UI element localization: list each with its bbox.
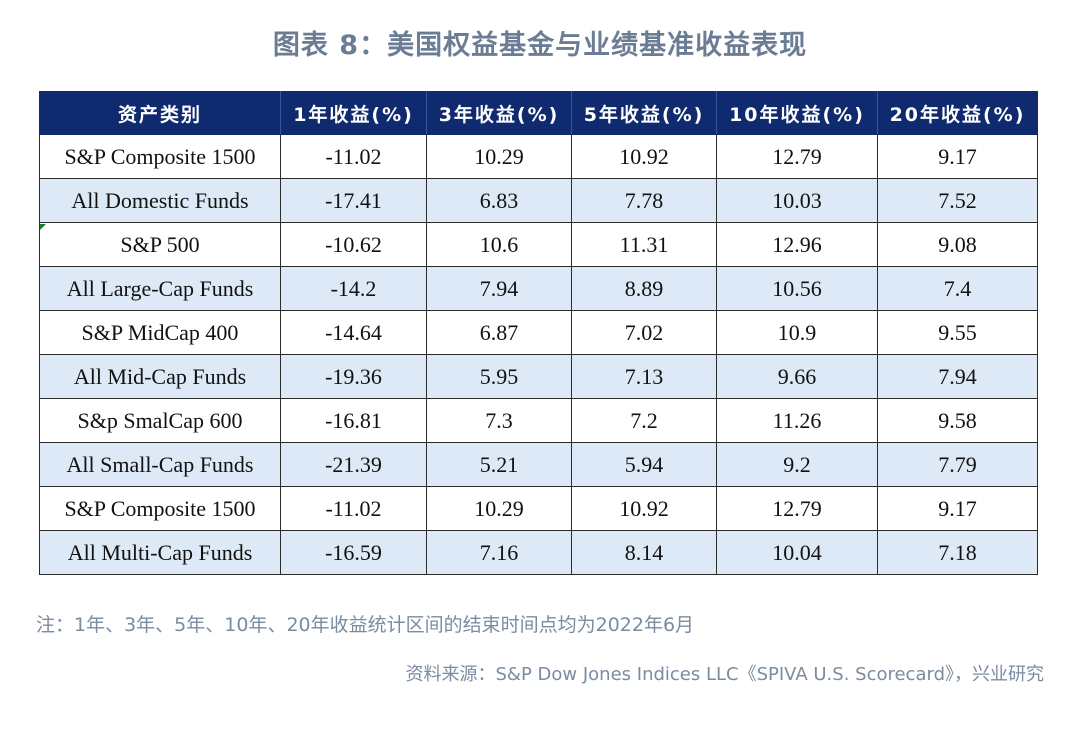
- cell-1y-return: -14.64: [280, 310, 427, 355]
- cell-20y-return: 7.94: [877, 354, 1038, 399]
- header-asset-class: 资产类别: [39, 91, 281, 135]
- table-row: S&P Composite 1500 -11.02 10.29 10.92 12.79 9…: [39, 486, 1038, 531]
- cell-20y-return: 9.08: [877, 222, 1038, 267]
- cell-3y-return: 6.87: [426, 310, 572, 355]
- cell-20y-return: 9.58: [877, 398, 1038, 443]
- cell-3y-return: 10.29: [426, 134, 572, 179]
- source-note: 资料来源：S&P Dow Jones Indices LLC《SPIVA U.S…: [405, 664, 1045, 685]
- cell-asset-class: All Large-Cap Funds: [39, 266, 281, 311]
- cell-20y-return: 7.18: [877, 530, 1038, 575]
- header-1y-return: 1年收益(%): [280, 91, 427, 135]
- cell-10y-return: 9.2: [716, 442, 878, 487]
- table-row: S&P 500 -10.62 10.6 11.31 12.96 9.08: [39, 222, 1038, 267]
- cell-asset-class: S&P MidCap 400: [39, 310, 281, 355]
- cell-5y-return: 7.2: [571, 398, 717, 443]
- cell-10y-return: 10.56: [716, 266, 878, 311]
- cell-10y-return: 10.04: [716, 530, 878, 575]
- footnote: 注：1年、3年、5年、10年、20年收益统计区间的结束时间点均为2022年6月: [36, 614, 695, 636]
- cell-5y-return: 10.92: [571, 486, 717, 531]
- header-10y-return: 10年收益(%): [716, 91, 878, 135]
- cell-1y-return: -17.41: [280, 178, 427, 223]
- cell-asset-class: S&P 500: [39, 222, 281, 267]
- cell-3y-return: 5.21: [426, 442, 572, 487]
- cell-3y-return: 5.95: [426, 354, 572, 399]
- cell-10y-return: 10.9: [716, 310, 878, 355]
- cell-10y-return: 12.79: [716, 486, 878, 531]
- cell-5y-return: 7.02: [571, 310, 717, 355]
- chart-title: 图表 8：美国权益基金与业绩基准收益表现: [272, 30, 808, 61]
- table-row: S&P MidCap 400 -14.64 6.87 7.02 10.9 9.55: [39, 310, 1038, 355]
- cell-3y-return: 7.3: [426, 398, 572, 443]
- cell-1y-return: -19.36: [280, 354, 427, 399]
- cell-asset-class: S&P Composite 1500: [39, 134, 281, 179]
- cell-10y-return: 12.96: [716, 222, 878, 267]
- cell-5y-return: 8.89: [571, 266, 717, 311]
- cell-20y-return: 7.52: [877, 178, 1038, 223]
- table-row: All Multi-Cap Funds -16.59 7.16 8.14 10.04 7.…: [39, 530, 1038, 575]
- cell-1y-return: -21.39: [280, 442, 427, 487]
- returns-table: 资产类别 1年收益(%) 3年收益(%) 5年收益(%) 10年收益(%) 20…: [39, 91, 1038, 575]
- cell-asset-class: All Multi-Cap Funds: [39, 530, 281, 575]
- cell-20y-return: 9.55: [877, 310, 1038, 355]
- header-3y-return: 3年收益(%): [426, 91, 572, 135]
- cell-5y-return: 5.94: [571, 442, 717, 487]
- cell-3y-return: 6.83: [426, 178, 572, 223]
- cell-3y-return: 7.94: [426, 266, 572, 311]
- cell-20y-return: 9.17: [877, 134, 1038, 179]
- cell-asset-class: S&P Composite 1500: [39, 486, 281, 531]
- cell-1y-return: -14.2: [280, 266, 427, 311]
- cell-10y-return: 10.03: [716, 178, 878, 223]
- cell-3y-return: 10.29: [426, 486, 572, 531]
- cell-1y-return: -10.62: [280, 222, 427, 267]
- table-row: All Domestic Funds -17.41 6.83 7.78 10.03 7.5…: [39, 178, 1038, 223]
- cell-5y-return: 8.14: [571, 530, 717, 575]
- cell-10y-return: 12.79: [716, 134, 878, 179]
- cell-1y-return: -16.81: [280, 398, 427, 443]
- cell-20y-return: 7.79: [877, 442, 1038, 487]
- table-row: S&P Composite 1500 -11.02 10.29 10.92 12.79 9…: [39, 134, 1038, 179]
- header-20y-return: 20年收益(%): [877, 91, 1038, 135]
- cell-marker-icon: [40, 224, 46, 230]
- header-5y-return: 5年收益(%): [571, 91, 717, 135]
- table-row: All Mid-Cap Funds -19.36 5.95 7.13 9.66 7.94: [39, 354, 1038, 399]
- cell-5y-return: 11.31: [571, 222, 717, 267]
- cell-20y-return: 9.17: [877, 486, 1038, 531]
- cell-1y-return: -11.02: [280, 486, 427, 531]
- cell-10y-return: 11.26: [716, 398, 878, 443]
- cell-asset-class: All Domestic Funds: [39, 178, 281, 223]
- table-row: S&p SmalCap 600 -16.81 7.3 7.2 11.26 9.58: [39, 398, 1038, 443]
- table-row: All Small-Cap Funds -21.39 5.21 5.94 9.2 7.79: [39, 442, 1038, 487]
- cell-asset-class: All Mid-Cap Funds: [39, 354, 281, 399]
- table-header-row: 资产类别 1年收益(%) 3年收益(%) 5年收益(%) 10年收益(%) 20…: [39, 91, 1038, 135]
- cell-asset-class: S&p SmalCap 600: [39, 398, 281, 443]
- table-body: S&P Composite 1500 -11.02 10.29 10.92 12.79 9…: [39, 134, 1038, 575]
- cell-3y-return: 7.16: [426, 530, 572, 575]
- cell-1y-return: -11.02: [280, 134, 427, 179]
- cell-20y-return: 7.4: [877, 266, 1038, 311]
- cell-5y-return: 10.92: [571, 134, 717, 179]
- cell-5y-return: 7.78: [571, 178, 717, 223]
- cell-1y-return: -16.59: [280, 530, 427, 575]
- cell-asset-class: All Small-Cap Funds: [39, 442, 281, 487]
- cell-3y-return: 10.6: [426, 222, 572, 267]
- cell-10y-return: 9.66: [716, 354, 878, 399]
- table-row: All Large-Cap Funds -14.2 7.94 8.89 10.56 7.4: [39, 266, 1038, 311]
- cell-5y-return: 7.13: [571, 354, 717, 399]
